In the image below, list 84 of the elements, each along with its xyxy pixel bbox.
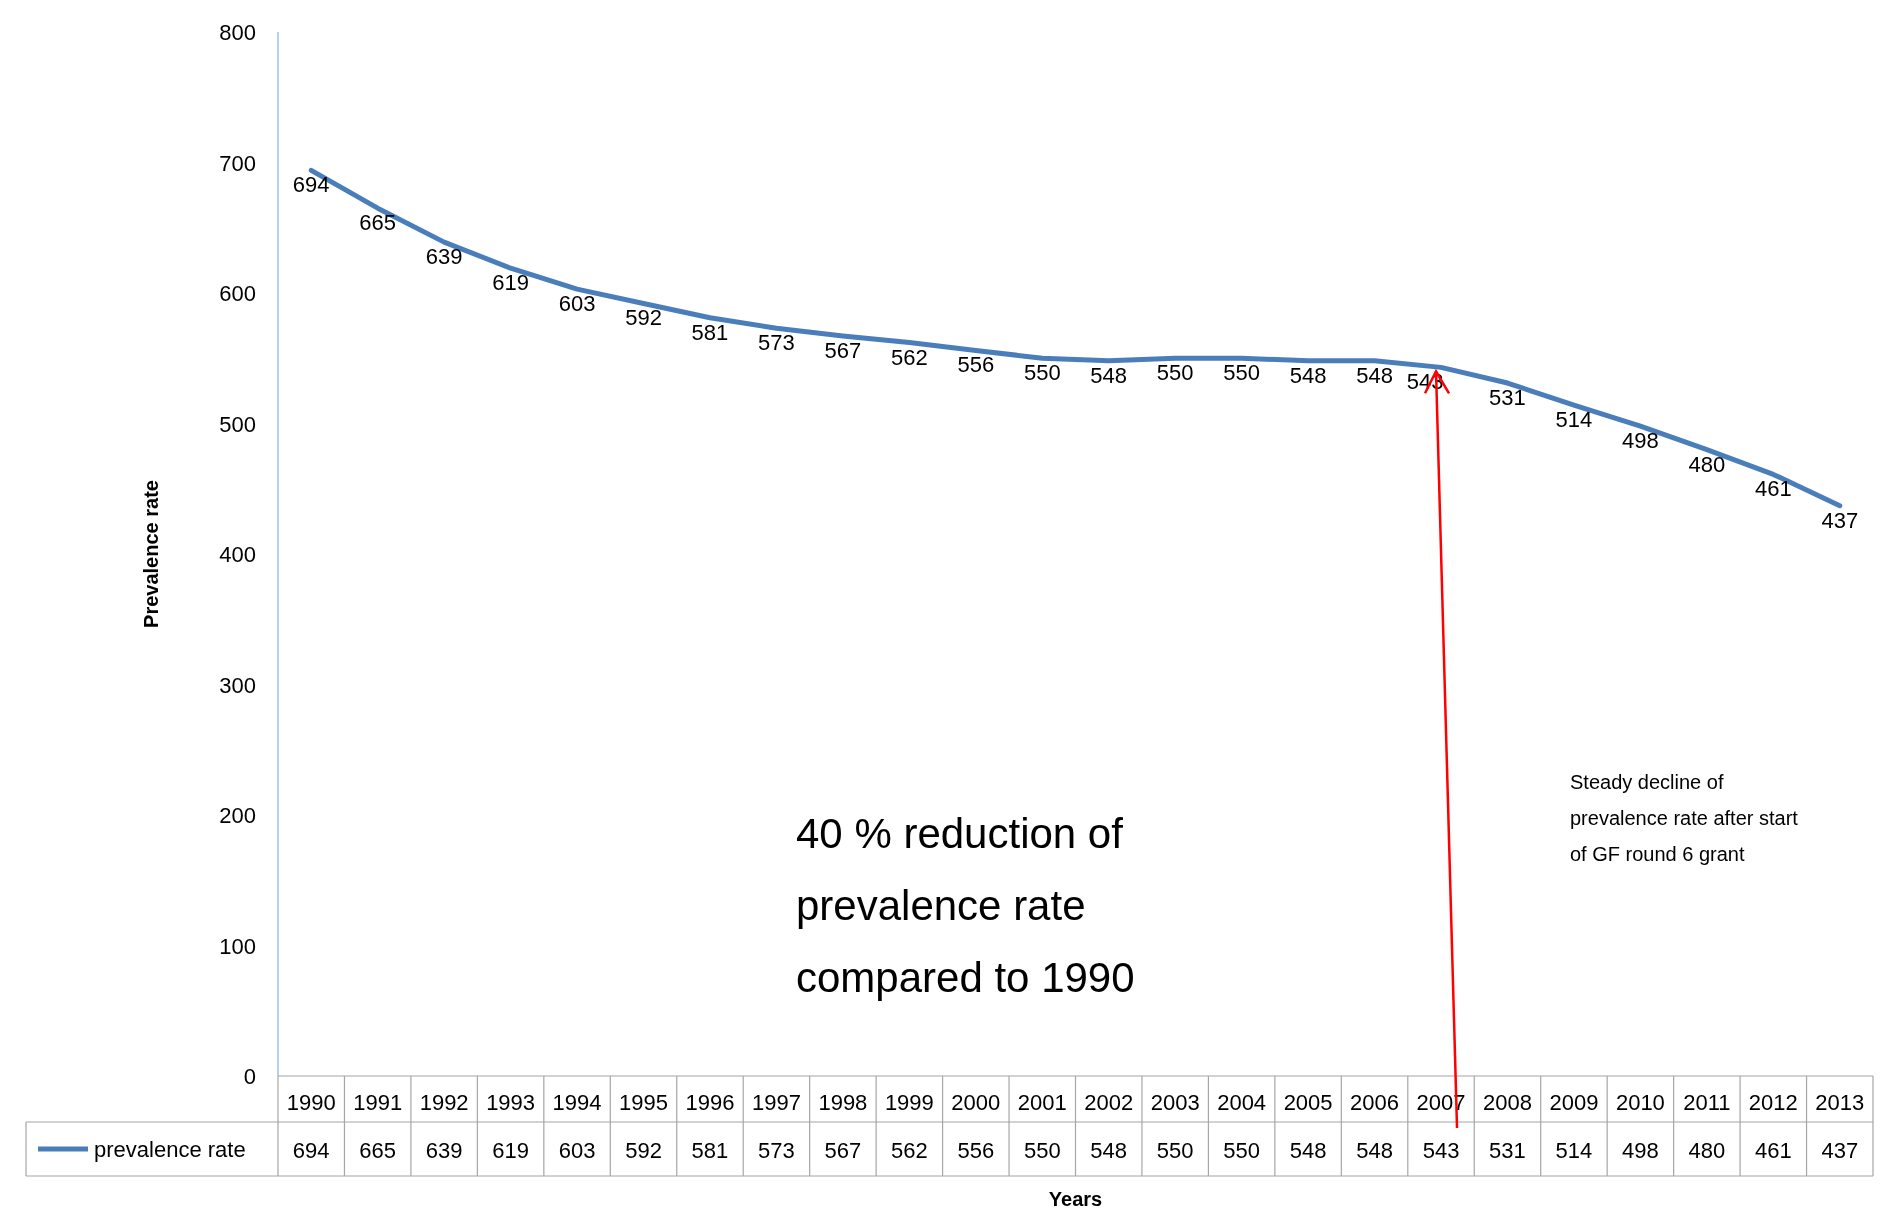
annotation: 498 [1622,428,1659,454]
annotation: 550 [1223,360,1261,386]
x-tick-label: 1998 [818,1090,868,1115]
legend-label: prevalence rate [94,1137,246,1162]
annotation: 461 [1754,476,1792,502]
x-tick-label: 1995 [619,1090,668,1115]
annotation: 556 [957,352,995,378]
data-label: 665 [359,1138,397,1163]
annotation: 514 [1555,407,1593,433]
annotation: 592 [625,305,662,331]
annotation: 639 [425,244,463,270]
x-tick-label: 1999 [884,1090,934,1115]
data-label: 592 [625,1138,662,1163]
data-label: 619 [492,1138,529,1163]
data-label: 480 [1688,1138,1726,1163]
data-label: 498 [1622,1138,1659,1163]
data-label: 548 [1090,1138,1128,1163]
y-tick-label: 200 [219,803,256,828]
data-label: 461 [1754,1138,1792,1163]
annotation: 694 [292,172,330,198]
annotation: 40 % reduction of prevalence rate compared to 1990 [796,810,1135,1001]
annotation: 548 [1356,362,1393,388]
x-tick-label: 2009 [1549,1090,1599,1115]
data-label: 694 [292,1138,330,1163]
y-tick-label: 400 [219,542,256,567]
x-tick-label: 2001 [1017,1090,1067,1115]
y-tick-label: 600 [219,281,256,306]
annotation: Steady decline of prevalence rate after start of GF round 6 grant [1570,771,1799,865]
annotation: 562 [890,344,928,370]
data-label: 550 [1223,1138,1261,1163]
x-tick-label: 1993 [486,1090,536,1115]
data-label: 603 [558,1138,596,1163]
data-label: 550 [1156,1138,1194,1163]
x-tick-label: 2010 [1615,1090,1665,1115]
data-label: 437 [1821,1138,1859,1163]
x-tick-label: 1991 [353,1090,403,1115]
data-label: 531 [1489,1138,1526,1163]
annotation: 567 [824,338,862,364]
x-tick-label: 1997 [751,1090,801,1115]
x-tick-label: 2002 [1084,1090,1134,1115]
annotation: 619 [492,270,529,296]
y-axis-title: Prevalence rate [140,480,162,628]
annotation: 665 [359,210,397,236]
data-label: 556 [957,1138,995,1163]
data-label: 548 [1356,1138,1393,1163]
x-tick-label: 1994 [552,1090,602,1115]
y-tick-label: 700 [219,150,256,176]
y-tick-label: 800 [219,20,256,45]
data-label: 567 [824,1138,862,1163]
data-label: 514 [1555,1138,1593,1163]
x-tick-label: 2013 [1815,1090,1865,1115]
x-axis-title: Years [1048,1188,1103,1210]
x-tick-label: 2008 [1483,1090,1532,1115]
x-tick-label: 1990 [286,1090,336,1115]
y-tick-label: 0 [243,1064,256,1089]
annotation: 581 [691,319,729,345]
data-label: 550 [1023,1138,1061,1163]
annotation: 573 [758,330,795,356]
annotation: 603 [558,291,596,317]
annotation: 531 [1489,385,1526,411]
annotation: 437 [1821,507,1859,533]
annotation: 548 [1289,362,1327,388]
data-label: 639 [425,1138,463,1163]
y-tick-label: 300 [219,672,256,698]
data-label: 543 [1422,1138,1460,1163]
x-tick-label: 2003 [1150,1090,1200,1115]
x-tick-label: 1996 [685,1090,735,1115]
annotation: 480 [1688,451,1726,477]
data-label: 548 [1289,1138,1327,1163]
y-tick-label: 100 [219,933,256,959]
annotation: 550 [1156,360,1194,386]
data-label: 581 [691,1138,729,1163]
data-label: 573 [758,1138,795,1163]
x-tick-label: 2004 [1217,1090,1267,1115]
x-tick-label: 2000 [951,1090,1001,1115]
annotation: 548 [1090,362,1128,388]
x-tick-label: 2005 [1283,1090,1333,1115]
data-label: 562 [890,1138,928,1163]
annotation: 550 [1023,360,1061,386]
x-tick-label: 2012 [1748,1090,1798,1115]
y-tick-label: 500 [219,411,256,437]
x-tick-label: 1992 [419,1090,469,1115]
x-tick-label: 2011 [1683,1090,1731,1115]
x-tick-label: 2006 [1350,1090,1400,1115]
